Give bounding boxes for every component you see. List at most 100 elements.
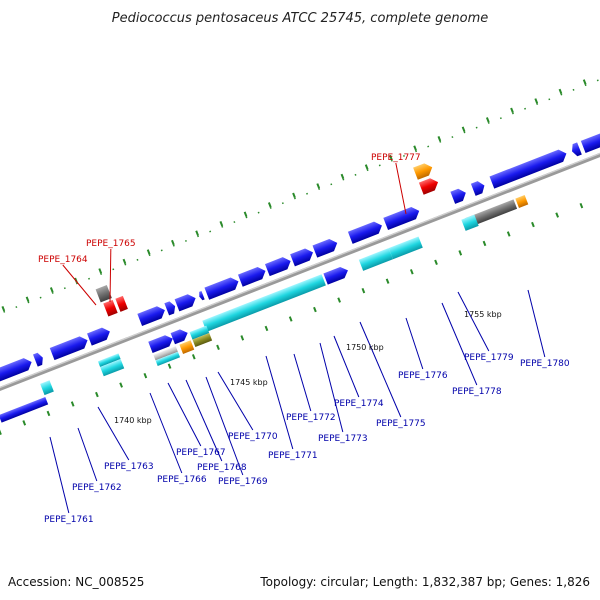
gene-label[interactable]: PEPE_1769: [218, 477, 268, 487]
tick-mark: [437, 135, 442, 142]
gene-label[interactable]: PEPE_1770: [228, 432, 278, 442]
gene-label[interactable]: PEPE_1776: [398, 371, 448, 381]
tick-mark: [340, 173, 345, 180]
gene-label[interactable]: PEPE_1774: [334, 399, 384, 409]
tick-mark: [337, 297, 341, 303]
gene-label[interactable]: PEPE_1765: [86, 239, 136, 249]
tick-mark: [95, 391, 99, 398]
tick-dot: [281, 202, 284, 205]
leader-line: [441, 302, 478, 386]
tick-dot: [596, 79, 599, 82]
tick-mark: [534, 98, 539, 104]
gene-label[interactable]: PEPE_1763: [104, 462, 154, 472]
gene-feature: [383, 207, 420, 231]
gene-feature: [388, 236, 423, 260]
tick-dot: [390, 159, 393, 162]
gene-feature: [87, 327, 110, 346]
leader-line: [395, 162, 407, 215]
tick-dot: [293, 197, 296, 200]
tick-mark: [389, 154, 393, 161]
summary-text: Topology: circular; Length: 1,832,387 bp…: [259, 575, 590, 589]
tick-mark: [361, 287, 366, 294]
tick-dot: [88, 277, 91, 280]
tick-dot: [51, 291, 54, 294]
gene-feature: [49, 336, 88, 361]
gene-label[interactable]: PEPE_1764: [38, 255, 88, 265]
gene-label[interactable]: PEPE_1766: [157, 475, 207, 485]
tick-dot: [475, 126, 478, 129]
tick-dot: [306, 192, 309, 195]
tick-dot: [197, 235, 200, 238]
gene-labels: PEPE_1761 PEPE_1762 PEPE_1763 PEPE_1764 PEPE…: [38, 153, 570, 525]
gene-feature: [347, 221, 382, 244]
leader-line: [97, 406, 130, 461]
gene-label[interactable]: PEPE_1780: [520, 359, 570, 369]
tick-mark: [216, 344, 220, 351]
tick-mark: [70, 401, 75, 407]
tick-mark: [46, 410, 51, 417]
leader-line: [293, 353, 312, 412]
genome-band: [0, 79, 600, 436]
tick-dot: [572, 88, 575, 91]
gene-feature: [170, 329, 188, 345]
tick-mark: [98, 268, 103, 274]
tick-mark: [555, 212, 560, 218]
tick-dot: [548, 98, 551, 101]
tick-marks: [0, 79, 599, 436]
scale-labels: 1740 kbp 1745 kbp 1750 kbp 1755 kbp: [114, 310, 502, 425]
tick-dot: [63, 287, 66, 290]
leader-line: [265, 355, 294, 450]
tick-dot: [172, 244, 175, 247]
gene-label[interactable]: PEPE_1771: [268, 451, 318, 461]
gene-feature: [461, 214, 479, 231]
tick-mark: [385, 278, 390, 284]
gene-feature: [358, 248, 393, 271]
gene-label[interactable]: PEPE_1767: [176, 448, 226, 458]
gene-feature: [237, 266, 266, 287]
gene-label[interactable]: PEPE_1761: [44, 515, 94, 525]
gene-feature: [470, 181, 485, 196]
tick-mark: [434, 259, 438, 266]
gene-label[interactable]: PEPE_1773: [318, 434, 368, 444]
tick-mark: [579, 202, 584, 209]
leader-line: [359, 321, 402, 418]
tick-dot: [584, 84, 587, 87]
tick-mark: [582, 79, 587, 85]
gene-label[interactable]: PEPE_1768: [197, 463, 247, 473]
gene-label[interactable]: PEPE_1779: [464, 353, 514, 363]
tick-dot: [112, 268, 115, 271]
tick-mark: [143, 372, 148, 379]
tick-mark: [364, 164, 369, 170]
tick-mark: [49, 287, 54, 293]
gene-feature: [323, 266, 348, 285]
tick-mark: [146, 249, 151, 255]
gene-feature: [199, 290, 205, 301]
tick-mark: [316, 183, 321, 189]
gene-feature: [515, 195, 529, 208]
tick-dot: [233, 221, 236, 224]
tick-mark: [409, 269, 414, 275]
tick-mark: [458, 250, 463, 256]
gene-label[interactable]: PEPE_1777: [371, 153, 421, 163]
gene-label[interactable]: PEPE_1775: [376, 419, 426, 429]
tick-dot: [536, 103, 539, 105]
tick-mark: [506, 231, 511, 237]
tick-dot: [439, 140, 442, 143]
tick-mark: [510, 107, 514, 114]
gene-feature: [174, 294, 196, 312]
leader-line: [333, 335, 360, 398]
leader-line: [77, 427, 98, 482]
leader-line: [109, 248, 112, 303]
tick-dot: [269, 206, 272, 209]
gene-label[interactable]: PEPE_1778: [452, 387, 502, 397]
tick-dot: [209, 230, 212, 233]
gene-label[interactable]: PEPE_1772: [286, 413, 336, 423]
gene-feature: [40, 380, 54, 396]
tick-mark: [558, 88, 563, 95]
tick-dot: [3, 310, 6, 313]
gene-label[interactable]: PEPE_1762: [72, 483, 122, 493]
tick-dot: [378, 164, 381, 167]
gene-feature: [465, 199, 518, 228]
gene-feature: [192, 333, 213, 348]
